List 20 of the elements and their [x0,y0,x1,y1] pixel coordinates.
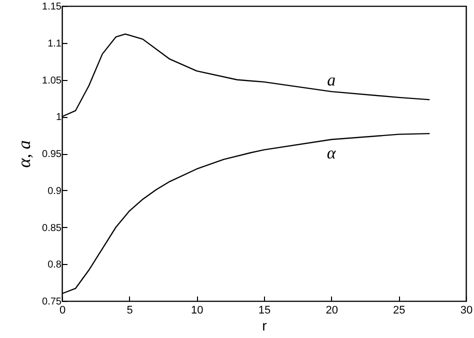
x-tick-label: 30 [460,304,473,316]
x-tick-label: 20 [326,304,338,316]
x-axis-title: r [262,318,268,334]
series-label: a [327,70,336,90]
y-tick-label: 0.95 [42,149,62,160]
y-tick-label: 1.15 [42,2,62,12]
x-tick-label: 10 [191,304,204,316]
x-tick-label: 15 [258,304,271,316]
y-tick-label: 1.1 [48,38,62,50]
y-tick-label: 0.85 [42,222,62,234]
x-tick-label: 25 [393,304,406,316]
x-tick-label: 5 [126,304,133,316]
y-tick-label: 1 [56,112,62,124]
y-tick-label: 1.05 [42,75,62,86]
y-axis-title: α, a [14,140,34,168]
y-tick-label: 0.8 [48,260,62,271]
x-tick-label: 0 [59,304,66,316]
y-tick-label: 0.75 [42,296,62,308]
y-tick-label: 0.9 [48,186,62,197]
series-label: α [326,143,337,162]
